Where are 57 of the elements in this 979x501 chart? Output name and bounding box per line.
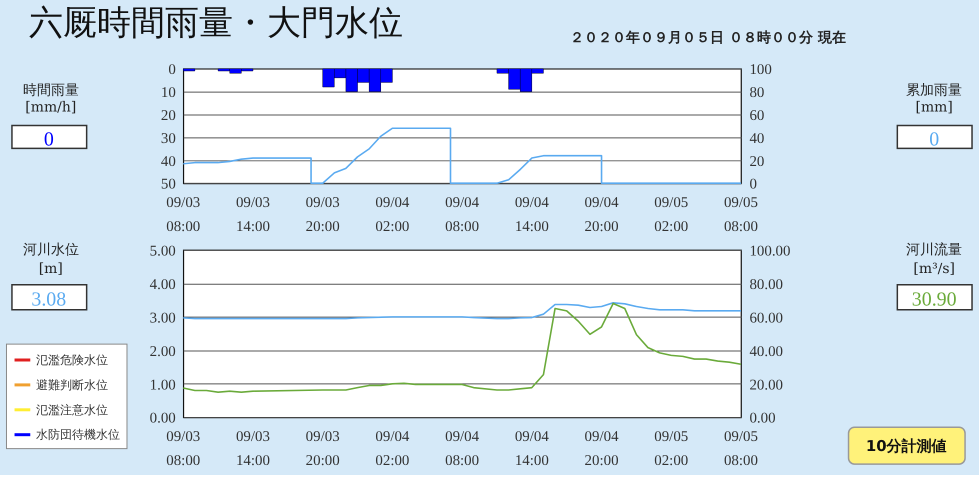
y-tick-label: 2.00 xyxy=(150,344,176,360)
x-tick-label: 09/04 08:00 xyxy=(445,195,480,236)
x-tick-label: 09/03 14:00 xyxy=(236,195,270,236)
y2-tick-label: 20 xyxy=(749,154,764,170)
y2-tick-label: 40 xyxy=(749,130,764,147)
text: 30.90 xyxy=(912,288,957,311)
x-tick-label: 09/03 20:00 xyxy=(306,195,340,236)
y2-tick-label: 80.00 xyxy=(749,276,784,293)
y-tick-label: 4.00 xyxy=(150,276,176,293)
x-tick-label: 09/04 14:00 xyxy=(514,195,550,236)
x-tick-label: 09/04 02:00 xyxy=(375,429,410,470)
text: 0 xyxy=(929,128,940,150)
y-tick-label: 20 xyxy=(160,108,176,124)
legend-label: 水防団待機水位 xyxy=(36,428,120,442)
y2-tick-label: 80 xyxy=(749,85,764,102)
y2-axis-title: 累加雨量 [mm] xyxy=(906,82,962,116)
chart-title: 六厩時間雨量・大門水位 xyxy=(28,2,403,42)
y-tick-label: 30 xyxy=(160,130,176,147)
chart-subtitle: ２０２０年０９月０５日 ０８時００分 現在 xyxy=(570,30,846,46)
y-tick-label: 5.00 xyxy=(150,243,176,260)
y-tick-label: 0 xyxy=(168,62,176,78)
y2-tick-label: 100.00 xyxy=(749,243,790,260)
y-tick-label: 10 xyxy=(160,85,176,102)
y-tick-label: 0.00 xyxy=(150,410,176,427)
y-axis-title: 時間雨量 [mm/h] xyxy=(22,82,79,116)
y-tick-label: 3.00 xyxy=(150,310,176,326)
y-tick-label: 50 xyxy=(160,176,176,193)
y2-axis-title: 河川流量 [m³/s] xyxy=(906,242,962,277)
x-tick-label: 09/04 08:00 xyxy=(445,429,480,470)
x-tick-label: 09/04 14:00 xyxy=(514,429,550,470)
y-tick-label: 1.00 xyxy=(150,377,176,394)
x-tick-label: 09/04 02:00 xyxy=(375,195,410,236)
x-tick-label: 09/03 14:00 xyxy=(236,429,270,470)
y2-tick-label: 100 xyxy=(749,62,772,78)
text: 10分計測値 xyxy=(866,437,947,456)
x-tick-label: 09/05 08:00 xyxy=(724,195,758,236)
text: 0 xyxy=(44,128,54,150)
y2-tick-label: 0.00 xyxy=(749,410,776,427)
legend-label: 避難判断水位 xyxy=(36,378,108,392)
y-axis-title: 河川水位 [m] xyxy=(22,242,79,277)
text: 3.08 xyxy=(31,288,66,311)
legend-label: 氾濫危険水位 xyxy=(36,352,108,367)
x-tick-label: 09/04 20:00 xyxy=(584,429,620,470)
y2-tick-label: 60.00 xyxy=(749,310,784,326)
y2-tick-label: 40.00 xyxy=(749,344,784,360)
x-tick-label: 09/03 20:00 xyxy=(306,429,340,470)
x-tick-label: 09/05 08:00 xyxy=(724,429,758,470)
y2-tick-label: 0 xyxy=(749,176,757,193)
legend-label: 氾濫注意水位 xyxy=(36,402,108,417)
x-tick-label: 09/05 02:00 xyxy=(654,429,688,470)
y-tick-label: 40 xyxy=(160,154,176,170)
y2-tick-label: 60 xyxy=(749,108,764,124)
x-tick-label: 09/03 08:00 xyxy=(166,429,200,470)
x-tick-label: 09/04 20:00 xyxy=(584,195,620,236)
y2-tick-label: 20.00 xyxy=(749,377,784,394)
x-tick-label: 09/03 08:00 xyxy=(166,195,200,236)
x-tick-label: 09/05 02:00 xyxy=(654,195,688,236)
